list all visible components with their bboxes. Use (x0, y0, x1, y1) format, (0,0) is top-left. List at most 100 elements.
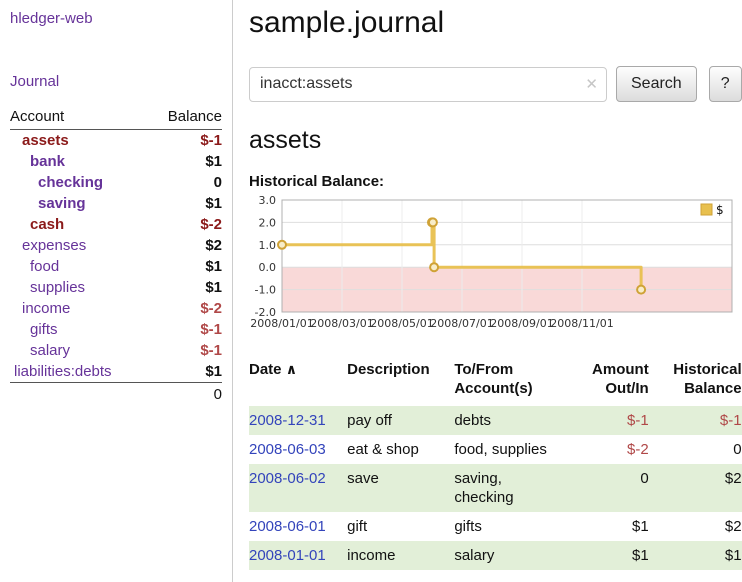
account-heading: assets (249, 126, 322, 154)
chart-title: Historical Balance: (249, 173, 385, 190)
account-balance: $2 (205, 237, 222, 254)
register-row: 2008-06-02 save saving, checking 0 $2 (249, 464, 742, 512)
register-description: income (347, 547, 396, 564)
register-accounts: saving, checking (454, 470, 514, 506)
register-row: 2008-12-31 pay off debts $-1 $-1 (249, 406, 742, 435)
account-row: cash $-2 (10, 214, 222, 235)
sidebar: hledger-web Journal Account Balance asse… (0, 0, 233, 582)
register-date-link[interactable]: 2008-01-01 (249, 547, 326, 564)
account-row: gifts $-1 (10, 319, 222, 340)
svg-text:2.0: 2.0 (259, 216, 277, 229)
main-content: sample.journal ✕ Search ? assets Histori… (233, 0, 742, 582)
accounts-total-spacer (10, 382, 149, 406)
account-balance: $1 (205, 279, 222, 296)
register-table: Date ∧ Description To/From Account(s) Am… (249, 360, 742, 570)
register-date-link[interactable]: 2008-06-02 (249, 470, 326, 487)
register-accounts: food, supplies (454, 441, 547, 458)
register-row: 2008-06-01 gift gifts $1 $2 (249, 512, 742, 541)
register-description: gift (347, 518, 368, 535)
account-link[interactable]: assets (22, 132, 69, 149)
svg-text:2008/11/01: 2008/11/01 (550, 317, 613, 330)
register-amount: 0 (640, 470, 649, 487)
clear-search-icon[interactable]: ✕ (585, 75, 598, 93)
account-link[interactable]: salary (30, 342, 71, 359)
svg-text:0.0: 0.0 (259, 261, 277, 274)
account-balance: $-1 (200, 342, 222, 359)
register-accounts: salary (454, 547, 495, 564)
accounts-table-body: assets $-1 bank $1 checking 0 saving $1 … (10, 130, 222, 383)
account-balance: $1 (205, 258, 222, 275)
account-link[interactable]: saving (38, 195, 86, 212)
search-input-wrap: ✕ (249, 66, 607, 102)
account-link[interactable]: checking (38, 174, 104, 191)
account-link[interactable]: income (22, 300, 71, 317)
account-row: checking 0 (10, 172, 222, 193)
account-row: food $1 (10, 256, 222, 277)
register-balance: $2 (724, 518, 742, 535)
register-row: 2008-06-03 eat & shop food, supplies $-2… (249, 435, 742, 464)
account-balance: $-1 (200, 132, 222, 149)
accounts-table: Account Balance assets $-1 bank $1 check… (10, 106, 222, 406)
account-link[interactable]: cash (30, 216, 65, 233)
search-button[interactable]: Search (616, 66, 697, 102)
account-balance: $1 (205, 195, 222, 212)
account-link[interactable]: expenses (22, 237, 87, 254)
page-title: sample.journal (249, 6, 445, 39)
register-description: pay off (347, 412, 392, 429)
svg-text:-1.0: -1.0 (255, 284, 276, 297)
svg-text:1.0: 1.0 (259, 239, 277, 252)
account-balance: 0 (213, 174, 222, 191)
account-row: liabilities:debts $1 (10, 361, 222, 383)
register-accounts: debts (454, 412, 492, 429)
accounts-header-row: Account Balance (10, 106, 222, 130)
register-amount: $1 (632, 547, 649, 564)
register-description: eat & shop (347, 441, 419, 458)
historical-balance-chart: 3.0 2.0 1.0 0.0 -1.0 -2.02008/01/012008/03/01… (250, 194, 733, 330)
svg-text:2008/09/01: 2008/09/01 (490, 317, 553, 330)
help-button[interactable]: ? (708, 66, 742, 102)
svg-text:2008/03/01: 2008/03/01 (310, 317, 373, 330)
account-link[interactable]: food (30, 258, 60, 275)
register-header-date[interactable]: Date ∧ (249, 360, 347, 406)
register-header-row: Date ∧ Description To/From Account(s) Am… (249, 360, 742, 406)
register-amount: $1 (632, 518, 649, 535)
register-amount: $-1 (627, 412, 649, 429)
account-row: saving $1 (10, 193, 222, 214)
accounts-header-account: Account (10, 106, 149, 130)
register-date-link[interactable]: 2008-12-31 (249, 412, 326, 429)
account-balance: $-1 (200, 321, 222, 338)
register-header-date-label: Date (249, 361, 282, 378)
sort-asc-icon: ∧ (285, 361, 298, 377)
account-balance: $-2 (200, 300, 222, 317)
register-balance: $2 (724, 470, 742, 487)
search-form: ✕ Search ? (249, 66, 742, 102)
register-description: save (347, 470, 379, 487)
register-balance: $-1 (719, 412, 742, 429)
sidebar-item-journal[interactable]: Journal (10, 73, 60, 90)
legend-label: $ (716, 203, 724, 217)
account-link[interactable]: liabilities:debts (14, 363, 112, 380)
account-row: expenses $2 (10, 235, 222, 256)
svg-text:-2.0: -2.0 (255, 306, 276, 319)
register-table-body: 2008-12-31 pay off debts $-1 $-1 2008-06… (249, 406, 742, 570)
register-accounts: gifts (454, 518, 482, 535)
accounts-total-balance: 0 (148, 382, 222, 406)
register-date-link[interactable]: 2008-06-01 (249, 518, 326, 535)
account-balance: $1 (205, 153, 222, 170)
account-link[interactable]: bank (30, 153, 66, 170)
app-title-link[interactable]: hledger-web (10, 10, 93, 27)
svg-text:2008/01/01: 2008/01/01 (250, 317, 313, 330)
svg-text:2008/05/01: 2008/05/01 (370, 317, 433, 330)
register-row: 2008-01-01 income salary $1 $1 (249, 541, 742, 570)
account-row: supplies $1 (10, 277, 222, 298)
account-row: assets $-1 (10, 130, 222, 152)
legend-swatch (700, 203, 713, 216)
svg-text:3.0: 3.0 (259, 194, 277, 207)
account-link[interactable]: supplies (30, 279, 86, 296)
accounts-total-row: 0 (10, 382, 222, 406)
register-balance: $1 (724, 547, 742, 564)
account-link[interactable]: gifts (30, 321, 58, 338)
search-input[interactable] (249, 66, 607, 102)
register-amount: $-2 (627, 441, 649, 458)
register-date-link[interactable]: 2008-06-03 (249, 441, 326, 458)
